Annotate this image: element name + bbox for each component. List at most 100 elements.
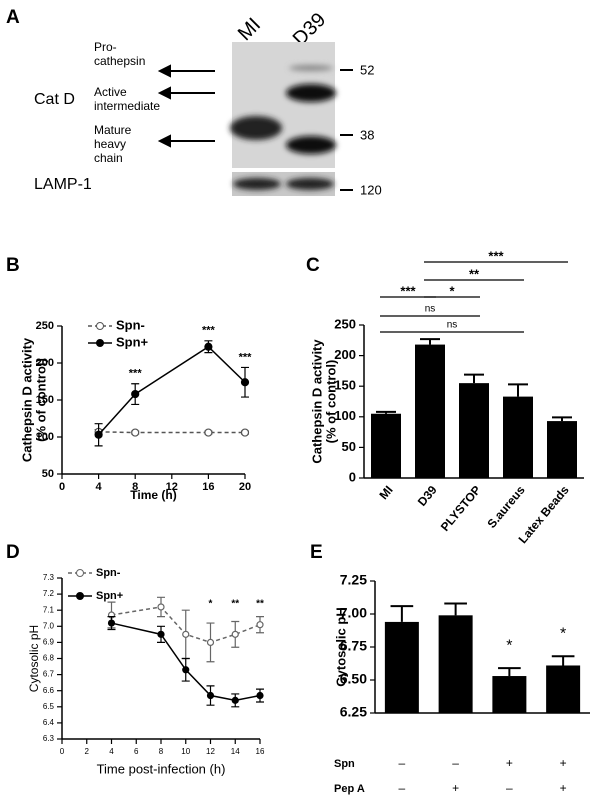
error-bar — [464, 373, 484, 384]
y-tick-label: 7.0 — [43, 621, 55, 630]
x-tick-label: 10 — [181, 747, 190, 756]
significance-label: * — [560, 625, 566, 642]
condition-cell: + — [506, 756, 513, 770]
data-point — [94, 430, 103, 439]
y-tick-label: 200 — [334, 347, 356, 362]
bar — [503, 396, 533, 478]
x-tick-label: 14 — [231, 747, 240, 756]
panel-label: C — [306, 255, 320, 276]
x-axis-title: Time post-infection (h) — [97, 761, 226, 776]
panel-label: D — [6, 542, 20, 563]
condition-cell: – — [506, 781, 513, 795]
y-tick-label: 6.8 — [43, 654, 55, 663]
data-point — [131, 389, 140, 399]
x-tick-label: 4 — [109, 747, 114, 756]
y-tick-label: 6.4 — [43, 718, 55, 727]
data-point — [240, 378, 250, 387]
condition-label: Spn — [334, 758, 355, 770]
x-tick-label: PLYSTOP — [438, 483, 484, 534]
y-tick-label: 6.75 — [340, 638, 367, 654]
y-tick-label: 150 — [36, 394, 54, 406]
arrows — [157, 64, 215, 148]
y-tick-label: 7.1 — [43, 605, 55, 614]
x-tick-label: 2 — [85, 747, 90, 756]
y-tick-label: 6.50 — [340, 671, 367, 687]
bar — [492, 676, 527, 713]
x-tick-label: S.aureus — [484, 483, 528, 531]
data-point — [256, 691, 264, 700]
bar — [384, 621, 419, 713]
data-point — [206, 691, 215, 700]
protein-label: Cat D — [34, 91, 75, 108]
legend-marker — [76, 592, 84, 600]
data-point — [204, 428, 213, 437]
y-tick-label: 250 — [334, 316, 356, 331]
condition-cell: – — [452, 756, 459, 770]
series-line — [98, 431, 245, 434]
series-line — [111, 622, 261, 702]
band-label: Active — [94, 85, 127, 99]
y-tick-label: 200 — [36, 357, 54, 369]
legend-marker — [96, 339, 104, 347]
y-axis-title: Cytosolic pH — [333, 607, 348, 686]
y-axis-title: Cathepsin D activity — [309, 339, 324, 464]
bar — [371, 413, 401, 478]
y-axis-title: Cytosolic pH — [27, 625, 41, 692]
blot-band — [230, 116, 282, 140]
condition-cell: + — [560, 781, 567, 795]
significance-label: *** — [202, 325, 216, 337]
significance-label: * — [209, 599, 213, 610]
x-tick-label: 12 — [166, 481, 178, 493]
marker-ticks — [340, 69, 353, 191]
bar — [438, 615, 473, 713]
bar — [546, 665, 581, 713]
y-tick-label: 6.9 — [43, 638, 55, 647]
data-point — [157, 603, 165, 611]
y-tick-label: 7.00 — [340, 605, 367, 621]
y-tick-label: 6.3 — [43, 734, 55, 743]
error-bar — [552, 416, 572, 422]
bar — [459, 383, 489, 478]
y-tick-label: 6.25 — [340, 704, 367, 720]
x-tick-label: 0 — [59, 481, 65, 493]
marker-label: 120 — [360, 182, 382, 197]
lane-label: MI — [234, 14, 265, 45]
y-axis-title: Cathepsin D activity — [19, 337, 34, 462]
data-point — [157, 630, 165, 638]
data-point — [182, 630, 190, 638]
x-tick-label: 20 — [239, 481, 251, 493]
marker-label: 52 — [360, 62, 374, 77]
condition-cell: – — [399, 756, 406, 770]
data-point — [231, 630, 239, 638]
significance-label: ** — [231, 599, 239, 610]
error-bar — [376, 410, 396, 414]
y-tick-label: 7.3 — [43, 573, 55, 582]
significance-label: *** — [239, 351, 253, 363]
data-point — [231, 696, 239, 704]
significance-label: * — [506, 637, 512, 654]
y-tick-label: 6.7 — [43, 670, 55, 679]
x-tick-label: 8 — [159, 747, 164, 756]
legend-marker — [76, 569, 84, 577]
significance-label: *** — [400, 283, 416, 298]
legend-marker — [96, 322, 104, 330]
y-axis-title: (% of control) — [323, 360, 338, 444]
y-tick-label: 50 — [42, 468, 54, 480]
y-tick-label: 6.6 — [43, 686, 55, 695]
x-axis-title: Time (h) — [130, 488, 176, 502]
data-point — [107, 619, 116, 627]
blot-band — [286, 84, 336, 102]
x-tick-label: 0 — [60, 747, 65, 756]
data-point — [204, 342, 213, 351]
blot-band — [233, 178, 281, 190]
band-label: chain — [94, 151, 123, 165]
error-bar — [420, 338, 440, 345]
significance-label: ** — [469, 266, 480, 281]
y-tick-label: 6.5 — [43, 702, 55, 711]
x-tick-label: MI — [376, 483, 395, 502]
condition-cell: + — [452, 781, 459, 795]
band-label: cathepsin — [94, 54, 145, 68]
y-tick-label: 0 — [349, 469, 356, 484]
error-bar — [551, 655, 575, 666]
